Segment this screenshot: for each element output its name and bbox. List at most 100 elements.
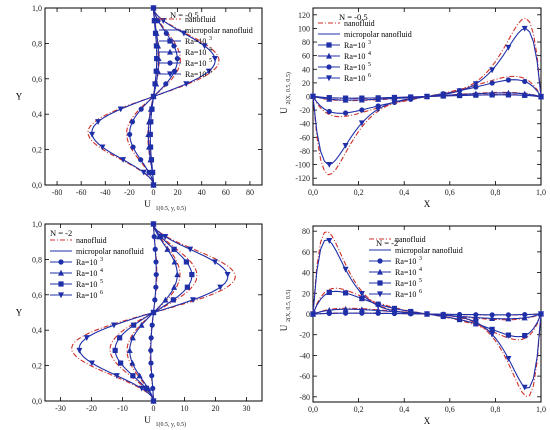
data-point-ra-5 [138,157,144,163]
data-point-ra-5 [143,385,149,391]
data-point-ra-4 [326,95,333,102]
legend-label-ra-exponent: 4 [419,267,422,273]
y-tick-label: 40 [302,269,310,278]
data-point-ra-6 [140,169,147,176]
x-tick-label: -20 [86,404,97,413]
legend-marker-ra [377,280,383,286]
data-point-ra-3 [342,310,349,316]
x-tick-label: 0,6 [445,405,455,414]
data-point-ra-6 [120,157,127,163]
data-point-ra-6 [217,284,224,291]
data-point-ra-3 [152,246,158,252]
legend-label-ra-exponent: 3 [100,257,103,263]
series-line-ra-5-nanofluid [312,75,542,118]
data-point-ra-3 [151,234,157,240]
x-axis-label: X [424,199,431,209]
data-point-ra-5 [489,326,495,332]
data-point-ra-3 [153,68,159,74]
data-point-ra-3 [149,322,155,328]
data-point-ra-3 [148,335,154,341]
data-point-ra-5 [112,347,118,354]
y-tick-label: 60 [302,248,310,257]
y-tick-label: 0,2 [32,146,42,155]
legend-label-ra-exponent: 4 [368,51,371,57]
data-point-ra-6 [83,335,90,341]
data-point-ra-3 [148,360,154,366]
data-point-ra-6 [183,81,190,88]
data-point-ra-5 [184,284,190,290]
legend-marker-ra [377,291,383,298]
legend-label-nanofluid: nanofluid [185,15,216,24]
data-point-ra-6 [538,93,544,100]
data-point-ra-6 [538,311,544,318]
data-point-ra-6 [391,308,398,315]
data-point-ra-4 [136,372,143,379]
data-point-ra-6 [521,384,528,391]
data-point-ra-4 [375,96,382,102]
data-point-ra-6 [205,68,212,75]
x-axis-label-subscript: 1(0.5, y, 0.5) [156,421,187,428]
data-point-ra-5 [146,169,152,175]
y-axis-label-group: U 2(X, 0.5, 0.5) [279,72,292,114]
data-point-ra-5 [170,297,176,303]
data-point-ra-5 [163,81,169,87]
data-point-ra-5 [129,119,136,125]
data-point-ra-5 [158,234,164,240]
x-tick-label: 10 [181,404,189,413]
data-point-ra-4 [164,246,171,252]
legend-label-ra: Ra=10 [395,290,416,299]
panel-top-right-u2-profile: 0,0 0,2 0,4 0,6 0,8 1,0 -120 -100 -80 -60 -40 -20 0 2… [279,7,546,209]
legend-label-ra: Ra=10 [395,257,416,266]
data-point-ra-6 [489,67,496,74]
data-point-ra-6 [505,356,512,362]
y-tick-label: 60 [302,52,310,61]
legend-label-ra-exponent: 5 [419,278,422,284]
y-tick-label: -40 [299,120,310,129]
data-point-ra-5 [130,373,136,379]
y-tick-label: -100 [295,161,310,170]
x-tick-label: -40 [100,188,111,197]
y-tick-label: 120 [298,11,310,20]
x-tick-label: 1,0 [536,188,546,197]
x-tick-label: 0,4 [399,188,409,197]
y-tick-label: 20 [302,79,310,88]
data-point-ra-4 [174,271,181,278]
data-point-ra-4 [489,89,496,96]
y-tick-label: 1,0 [32,4,42,13]
y-tick-label: -20 [299,106,310,115]
series-line-ra-5-nanofluid [109,223,198,402]
x-tick-label: 60 [222,188,230,197]
data-point-ra-6 [489,331,496,338]
data-point-ra-3 [153,259,159,265]
x-tick-label: -80 [52,188,63,197]
data-point-ra-4 [147,156,154,163]
data-point-ra-6 [326,238,333,244]
data-point-ra-6 [310,311,316,318]
data-point-ra-5 [183,259,189,265]
legend-marker-ra [377,268,383,275]
data-point-ra-6 [456,88,463,95]
legend-label-ra: Ra=10 [395,279,416,288]
data-point-ra-5 [522,332,528,339]
legend-label-ra-exponent: 5 [100,279,103,285]
data-point-ra-5 [171,68,178,74]
data-point-ra-5 [473,84,479,90]
data-point-ra-5 [127,131,133,138]
legend-label-ra: Ra=10 [76,258,97,267]
data-point-ra-6 [440,312,447,319]
data-point-ra-6 [310,93,316,100]
legend-label-ra-exponent: 6 [368,73,371,79]
data-point-ra-6 [110,322,117,329]
panel-bottom-right-u2-profile: 0,0 0,2 0,4 0,6 0,8 1,0 -80 -60 -40 -20 0 20 40 60 80 X… [279,225,546,426]
n-parameter-label: N = -2 [50,228,72,238]
data-point-ra-5 [138,106,144,112]
data-point-ra-4 [521,90,528,97]
data-point-ra-5 [359,107,365,113]
legend-label-ra-exponent: 6 [419,289,422,295]
data-point-ra-3 [154,55,160,62]
data-point-ra-6 [521,25,528,32]
data-point-ra-4 [147,105,154,112]
y-tick-label: 0,6 [32,75,42,84]
